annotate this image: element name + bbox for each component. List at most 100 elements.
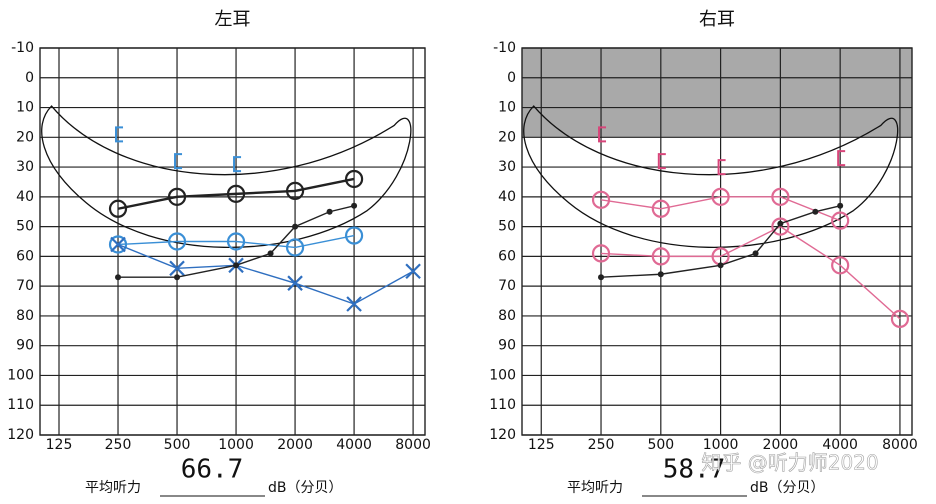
series-line: [117, 177, 355, 210]
y-tick-label: 80: [498, 308, 516, 324]
x-tick-label: 500: [164, 437, 191, 453]
y-tick-label: 90: [16, 338, 34, 354]
dot-marker: [326, 208, 333, 215]
bracket-marker: [598, 126, 607, 143]
circle-marker: [831, 211, 850, 230]
x-tick-label: 2000: [277, 437, 313, 453]
chart: 左耳 -10 0 10 20 30 40 50 60 70 80 90 100 110 120 125 250 5…: [7, 9, 431, 497]
circle-marker: [167, 232, 187, 251]
x-tick-label: 125: [528, 437, 555, 453]
y-tick-label: 30: [16, 159, 34, 175]
y-tick-label: 100: [7, 367, 34, 383]
y-tick-label: 0: [507, 70, 516, 86]
y-tick-label: -10: [11, 40, 34, 56]
y-tick-label: 40: [498, 189, 516, 205]
chart-title: 右耳: [699, 9, 735, 30]
circle-marker: [651, 247, 670, 266]
dot-marker: [174, 274, 181, 281]
dot-marker: [292, 223, 299, 230]
x-tick-label: 1000: [218, 437, 254, 453]
average-unit: dB（分贝）: [750, 480, 825, 496]
bracket-marker: [717, 159, 726, 176]
x-marker: [346, 296, 362, 312]
y-tick-label: 110: [7, 397, 34, 413]
y-tick-label: 50: [16, 219, 34, 235]
circle-marker: [226, 184, 246, 203]
dot-marker: [351, 202, 358, 209]
circle-marker: [831, 256, 850, 275]
x-tick-label: 8000: [882, 437, 918, 453]
bracket-marker: [115, 126, 124, 143]
bracket-marker: [174, 153, 183, 170]
dot-marker: [717, 262, 724, 269]
series-line: [117, 234, 355, 249]
bracket-marker: [657, 153, 666, 170]
y-tick-label: 50: [498, 219, 516, 235]
circle-marker: [651, 199, 670, 218]
circle-marker: [285, 181, 305, 200]
average-value: 66.7: [181, 455, 244, 485]
speech-banana: [523, 105, 899, 248]
y-tick-label: 20: [498, 129, 516, 145]
y-tick-label: 70: [16, 278, 34, 294]
x-marker: [110, 236, 126, 253]
chart-title: 左耳: [215, 9, 251, 30]
x-tick-label: 2000: [763, 437, 799, 453]
dot-marker: [812, 208, 819, 215]
y-tick-label: 100: [489, 367, 516, 383]
y-tick-label: 60: [498, 248, 516, 264]
dot-marker: [115, 274, 122, 281]
circle-marker: [771, 187, 790, 206]
circle-marker: [167, 187, 187, 206]
plot-frame: [521, 47, 913, 436]
x-tick-label: 125: [46, 437, 73, 453]
dot-marker: [598, 274, 605, 281]
x-tick-label: 4000: [336, 437, 372, 453]
bracket-marker: [837, 150, 846, 167]
x-tick-label: 500: [647, 437, 674, 453]
circle-marker: [285, 238, 305, 257]
y-tick-label: 0: [25, 70, 34, 86]
series-line: [600, 196, 841, 222]
y-tick-label: -10: [493, 40, 516, 56]
circle-marker: [344, 169, 364, 189]
dot-marker: [267, 250, 274, 257]
y-tick-label: 30: [498, 159, 516, 175]
series-line: [600, 225, 901, 320]
circle-marker: [591, 190, 611, 209]
circle-marker: [591, 244, 611, 263]
x-tick-label: 8000: [395, 437, 431, 453]
circle-marker: [890, 309, 910, 328]
dot-marker: [777, 220, 784, 227]
x-tick-label: 250: [588, 437, 615, 453]
average-label: 平均听力: [85, 480, 141, 496]
x-marker: [287, 275, 303, 291]
circle-marker: [771, 217, 790, 236]
circle-marker: [226, 232, 246, 251]
bracket-marker: [233, 156, 242, 173]
y-tick-label: 120: [7, 427, 34, 443]
plot-frame: [39, 47, 426, 436]
y-tick-label: 110: [489, 397, 516, 413]
dot-marker: [752, 250, 759, 257]
circle-marker: [108, 199, 128, 218]
average-value: 58.7: [663, 455, 726, 485]
y-tick-label: 40: [16, 189, 34, 205]
dot-marker: [233, 262, 240, 269]
series-line: [117, 243, 414, 305]
y-tick-label: 90: [498, 338, 516, 354]
x-tick-label: 4000: [822, 437, 858, 453]
shaded-region: [522, 48, 912, 138]
x-marker: [169, 260, 185, 277]
x-tick-label: 1000: [703, 437, 739, 453]
chart: 右耳 -10 0 10 20 30 40 50 60 70 80 90 100 110 120 125 250 5…: [489, 9, 918, 497]
circle-marker: [711, 187, 730, 206]
average-unit: dB（分贝）: [268, 480, 343, 496]
average-label: 平均听力: [567, 480, 623, 496]
y-tick-label: 10: [498, 100, 516, 116]
circle-marker: [108, 235, 128, 254]
y-tick-label: 80: [16, 308, 34, 324]
circle-marker: [344, 226, 364, 245]
y-tick-label: 20: [16, 129, 34, 145]
y-tick-label: 10: [16, 100, 34, 116]
